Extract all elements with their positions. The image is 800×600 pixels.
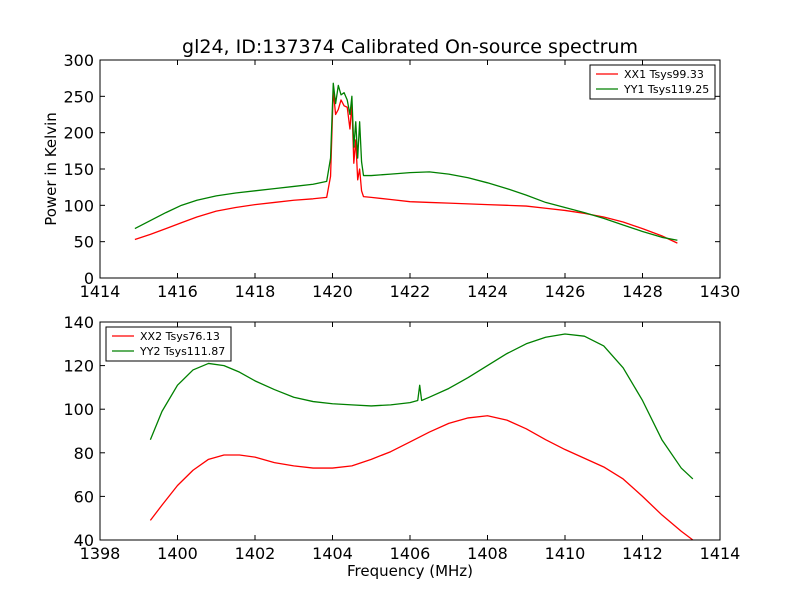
bottom-legend-label-yy2: YY2 Tsys111.87 — [139, 345, 225, 358]
top-x-tick-label: 1424 — [467, 282, 508, 301]
bottom-x-tick-label: 1402 — [235, 544, 276, 563]
top-x-tick-label: 1416 — [157, 282, 198, 301]
bottom-x-tick-label: 1414 — [700, 544, 741, 563]
top-y-tick-label: 100 — [63, 196, 94, 215]
bottom-y-tick-label: 60 — [74, 487, 94, 506]
top-x-tick-label: 1422 — [390, 282, 431, 301]
top-y-axis-label: Power in Kelvin — [42, 112, 60, 226]
top-y-tick-label: 50 — [74, 233, 94, 252]
top-legend-box — [589, 64, 716, 100]
bottom-x-tick-label: 1408 — [467, 544, 508, 563]
top-y-tick-label: 200 — [63, 124, 94, 143]
top-y-tick-label: 0 — [84, 269, 94, 288]
bottom-y-tick-label: 140 — [63, 313, 94, 332]
bottom-legend-box — [105, 326, 232, 362]
top-series-line-xx1 — [134, 89, 678, 244]
bottom-y-tick-label: 40 — [74, 531, 94, 550]
bottom-x-tick-label: 1398 — [80, 544, 121, 563]
bottom-y-tick-label: 120 — [63, 357, 94, 376]
top-series-line-yy1 — [134, 82, 678, 241]
bottom-x-tick-label: 1404 — [312, 544, 353, 563]
top-series-layer — [134, 82, 678, 244]
top-chart-title: gl24, ID:137374 Calibrated On-source spe… — [182, 36, 638, 58]
bottom-panel: 1398 1400 1402 1404 1406 1408 1410 1412 1414 40 60… — [63, 313, 740, 580]
top-x-tick-label: 1430 — [700, 282, 741, 301]
top-legend-label-yy1: YY1 Tsys119.25 — [623, 83, 709, 96]
bottom-y-tick-label: 80 — [74, 444, 94, 463]
top-ticks: 1414 1416 1418 1420 1422 1424 1426 1428 1430 0 50 1… — [63, 51, 740, 301]
bottom-ticks: 1398 1400 1402 1404 1406 1408 1410 1412 1414 40 60… — [63, 313, 740, 563]
bottom-x-tick-label: 1412 — [622, 544, 663, 563]
top-legend-label-xx1: XX1 Tsys99.33 — [624, 68, 704, 81]
bottom-x-tick-label: 1406 — [390, 544, 431, 563]
top-panel: gl24, ID:137374 Calibrated On-source spe… — [42, 36, 740, 301]
top-legend: XX1 Tsys99.33 YY1 Tsys119.25 — [589, 64, 716, 100]
top-y-tick-label: 250 — [63, 87, 94, 106]
top-x-tick-label: 1414 — [80, 282, 121, 301]
bottom-x-tick-label: 1410 — [545, 544, 586, 563]
top-y-tick-label: 150 — [63, 160, 94, 179]
bottom-x-tick-label: 1400 — [157, 544, 198, 563]
top-x-tick-label: 1426 — [545, 282, 586, 301]
bottom-legend-label-xx2: XX2 Tsys76.13 — [140, 330, 220, 343]
top-y-tick-label: 300 — [63, 51, 94, 70]
bottom-legend: XX2 Tsys76.13 YY2 Tsys111.87 — [105, 326, 232, 362]
bottom-y-tick-label: 100 — [63, 400, 94, 419]
bottom-series-line-xx2 — [149, 415, 694, 541]
bottom-x-axis-label: Frequency (MHz) — [347, 562, 473, 580]
top-x-tick-label: 1418 — [235, 282, 276, 301]
top-x-tick-label: 1428 — [622, 282, 663, 301]
bottom-series-line-yy2 — [149, 333, 694, 480]
bottom-series-layer — [149, 333, 694, 541]
top-x-tick-label: 1420 — [312, 282, 353, 301]
